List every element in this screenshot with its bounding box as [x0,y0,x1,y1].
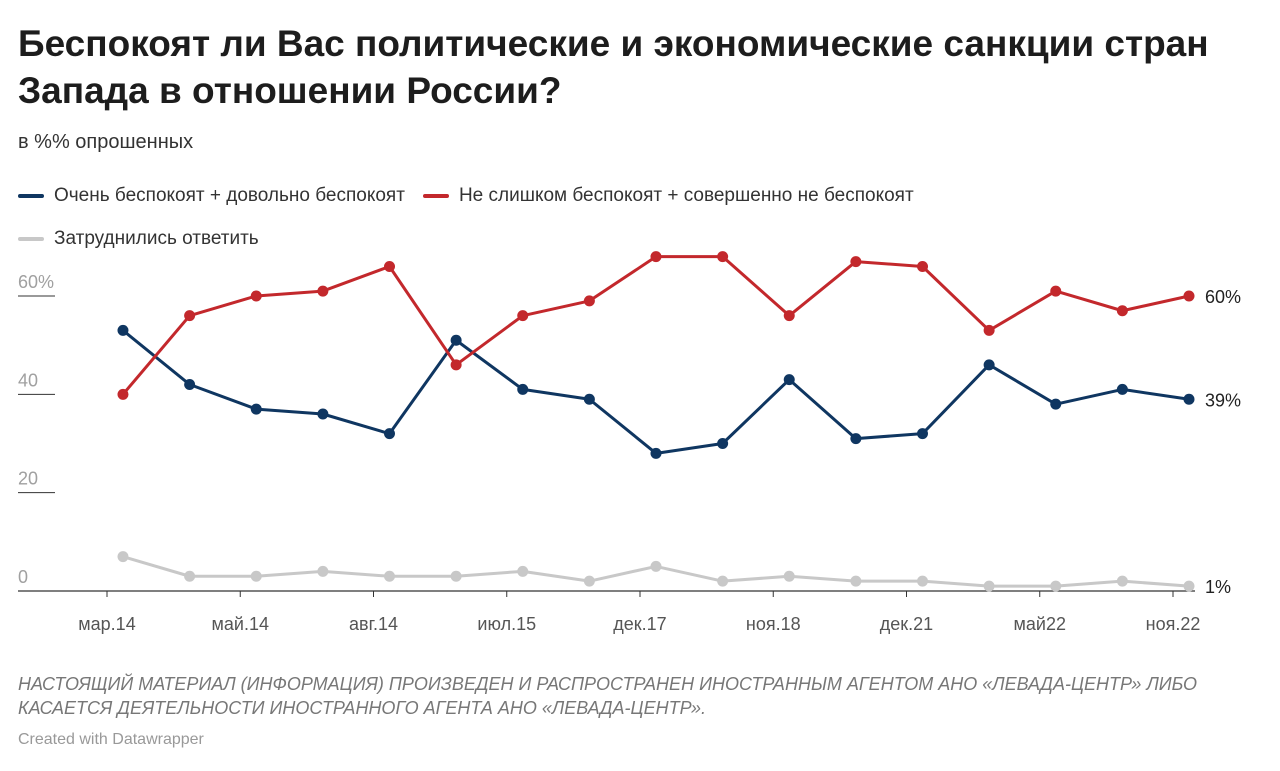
series-2-point-2 [250,570,262,582]
series-1-point-13 [983,324,995,336]
series-2-point-13 [983,580,995,592]
legend-label-undecided: Затруднились ответить [54,228,259,249]
x-tick-label-1: май.14 [212,614,269,634]
legend: Очень беспокоят + довольно беспокоят Не … [18,183,1258,269]
x-tick-label-3: июл.15 [477,614,536,634]
series-1-point-11 [850,256,862,268]
series-0-point-5 [450,334,462,346]
legend-row-2: Затруднились ответить [18,226,1258,252]
legend-label-concerned: Очень беспокоят + довольно беспокоят [54,185,405,206]
y-tick-label-40: 40 [18,370,38,390]
x-tick-label-8: ноя.22 [1146,614,1201,634]
chart-notes: НАСТОЯЩИЙ МАТЕРИАЛ (ИНФОРМАЦИЯ) ПРОИЗВЕД… [18,674,1197,718]
y-tick-label-60: 60% [18,272,54,292]
legend-swatch-not-concerned [422,194,449,198]
legend-swatch-undecided [18,237,44,241]
series-0-point-4 [384,428,395,440]
series-0-point-9 [717,438,729,449]
series-2-point-12 [917,575,928,587]
series-1-point-0 [117,388,129,400]
x-tick-label-6: дек.21 [880,614,933,634]
legend-swatch-concerned [18,194,44,198]
series-0-point-8 [650,447,662,459]
series-2-point-16 [1183,580,1195,592]
series-0-end-label: 39% [1205,390,1241,410]
series-1-end-label: 60% [1205,287,1241,307]
chart-title: Беспокоят ли Вас политические и экономич… [18,23,1209,111]
series-0-point-12 [917,428,928,440]
series-1-point-4 [384,261,395,272]
legend-item-undecided: Затруднились ответить [18,228,259,250]
series-1-point-14 [1050,285,1062,297]
series-0-point-15 [1116,383,1128,395]
series-1-point-7 [583,295,595,307]
series-0-point-2 [250,403,262,415]
series-1-point-10 [783,310,795,322]
series-2-point-3 [317,565,329,577]
series-0-point-10 [783,374,795,386]
series-0-point-1 [184,379,196,390]
chart-credit: Created with Datawrapper [18,731,204,748]
line-chart: 0 20 40 60% мар.14 май.14 авг.14 июл.15 дек.17 но… [18,251,1241,634]
series-0-point-11 [850,433,862,445]
legend-label-not-concerned: Не слишком беспокоят + совершенно не бес… [458,185,914,206]
series-2-point-5 [450,570,462,582]
series-line-1 [121,255,1191,396]
series-0-point-6 [517,383,529,395]
series-2-end-label: 1% [1205,577,1231,597]
series-0-point-13 [983,359,995,371]
series-1-point-1 [184,310,196,322]
chart-subtitle: в %% опрошенных [18,131,194,153]
x-tick-label-4: дек.17 [613,614,666,634]
y-tick-label-20: 20 [18,469,38,489]
legend-row-1: Очень беспокоят + довольно беспокоят Не … [18,183,1258,209]
x-tick-label-5: ноя.18 [746,614,801,634]
series-2-point-14 [1050,580,1062,592]
legend-item-concerned: Очень беспокоят + довольно беспокоят [18,185,405,207]
series-2-point-8 [650,560,662,572]
series-2-point-4 [384,570,395,582]
series-2-point-11 [850,575,862,587]
series-1-point-12 [917,261,928,272]
x-tick-label-7: май22 [1014,614,1066,634]
legend-item-not-concerned: Не слишком беспокоят + совершенно не бес… [422,185,914,207]
series-2-point-0 [117,551,129,563]
series-2-point-6 [517,565,529,577]
series-2-point-7 [583,575,595,587]
series-1-point-15 [1116,305,1128,317]
series-1-point-5 [450,359,462,371]
series-2-point-10 [783,570,795,582]
x-tick-label-2: авг.14 [349,614,398,634]
series-0-point-7 [583,393,595,405]
y-tick-label-0: 0 [18,567,28,587]
series-1-point-16 [1183,290,1195,302]
series-0-point-16 [1183,393,1195,405]
series-1-point-3 [317,285,329,297]
series-2-point-15 [1116,575,1128,587]
series-0-point-3 [317,408,329,420]
series-1-point-2 [250,290,262,302]
series-2-point-1 [184,570,196,582]
x-tick-label-0: мар.14 [78,614,135,634]
series-0-point-14 [1050,398,1062,410]
series-1-point-8 [650,251,662,263]
series-line-0 [121,328,1191,455]
series-2-point-9 [717,575,729,587]
series-0-point-0 [117,324,129,336]
series-1-point-9 [717,251,729,263]
series-1-point-6 [517,310,529,322]
